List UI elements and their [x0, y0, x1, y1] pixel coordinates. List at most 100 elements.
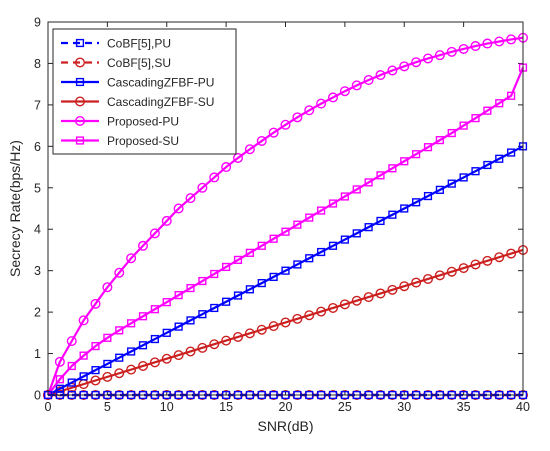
axes: 0 5 10 15 20 25 30 35 40 0 1 2 3 4 5 6 7 8 9: [34, 16, 530, 415]
data-point: [292, 112, 303, 123]
data-point: [494, 252, 505, 263]
data-point: [103, 359, 112, 369]
data-point: [446, 266, 457, 277]
data-point: [174, 322, 183, 331]
data-point: [339, 86, 350, 97]
legend-swatch-marker: [74, 96, 85, 107]
data-point: [79, 372, 88, 381]
data-point: [126, 364, 137, 375]
data-point: [471, 167, 480, 176]
y-tick-label: 9: [34, 16, 41, 30]
data-point: [186, 283, 195, 293]
legend-entry: CascadingZFBF-SU: [61, 95, 214, 109]
data-point: [292, 313, 303, 324]
data-point: [174, 291, 183, 300]
data-point: [257, 241, 266, 250]
data-point: [186, 316, 195, 325]
data-point: [150, 305, 159, 314]
data-point: [197, 342, 208, 353]
data-point: [352, 185, 361, 194]
data-point: [423, 53, 434, 64]
x-tick-label: 20: [279, 400, 293, 414]
data-point: [210, 303, 219, 313]
data-point: [351, 80, 362, 91]
data-point: [447, 128, 456, 138]
data-point: [305, 213, 314, 222]
legend-entry: Proposed-SU: [61, 134, 179, 148]
x-tick-label: 0: [45, 400, 52, 414]
data-point: [293, 260, 302, 269]
data-point: [434, 50, 445, 61]
data-point: [340, 235, 349, 244]
legend-entry: Proposed-PU: [61, 114, 179, 128]
legend-swatch-marker: [74, 57, 85, 68]
data-point: [317, 206, 326, 215]
data-point: [244, 328, 255, 339]
data-point: [375, 70, 386, 81]
data-point: [66, 336, 77, 347]
data-point: [470, 41, 481, 52]
x-tick-label: 15: [219, 400, 233, 414]
data-point: [399, 61, 410, 72]
data-point: [458, 43, 469, 54]
data-point: [114, 267, 125, 278]
data-point: [162, 328, 171, 337]
data-point: [412, 150, 421, 159]
data-point: [115, 326, 124, 335]
data-point: [435, 185, 444, 194]
series-5: [43, 63, 528, 400]
data-point: [483, 106, 492, 115]
data-point: [352, 229, 361, 238]
y-tick-label: 6: [34, 140, 41, 154]
data-point: [232, 152, 243, 163]
data-point: [494, 36, 505, 47]
data-point: [138, 312, 148, 321]
data-point: [482, 38, 493, 49]
x-axis-label: SNR(dB): [257, 418, 313, 434]
data-point: [137, 240, 148, 251]
data-point: [281, 227, 290, 236]
data-point: [363, 292, 374, 303]
data-point: [79, 351, 88, 360]
data-point: [411, 57, 422, 68]
data-point: [328, 302, 339, 313]
data-point: [127, 319, 136, 328]
data-point: [233, 255, 243, 264]
data-point: [316, 98, 327, 109]
legend-entry: CoBF[5],PU: [61, 36, 171, 50]
data-point: [364, 178, 373, 187]
data-point: [137, 360, 148, 371]
data-point: [400, 204, 409, 213]
legend-label: CascadingZFBF-SU: [107, 95, 214, 109]
legend-box: [52, 28, 237, 155]
data-point: [149, 228, 160, 239]
data-point: [221, 162, 232, 173]
data-point: [233, 291, 243, 300]
data-point: [269, 272, 278, 281]
data-point: [339, 299, 350, 310]
data-point: [232, 331, 243, 342]
data-point: [173, 203, 184, 214]
series-4: [43, 32, 529, 401]
data-point: [328, 199, 338, 208]
y-tick-label: 3: [34, 264, 41, 278]
data-point: [185, 193, 196, 204]
data-point: [280, 119, 291, 130]
data-point: [78, 315, 89, 326]
data-point: [376, 171, 385, 180]
data-point: [446, 46, 457, 57]
data-point: [197, 182, 208, 193]
data-point: [256, 324, 267, 335]
data-point: [161, 353, 172, 364]
y-tick-label: 5: [34, 181, 41, 195]
data-point: [328, 92, 339, 103]
data-point: [375, 288, 386, 299]
data-point: [209, 339, 220, 350]
data-point: [173, 350, 184, 361]
data-point: [412, 198, 421, 207]
legend-label: CoBF[5],PU: [107, 36, 171, 50]
data-point: [198, 310, 207, 319]
data-point: [351, 295, 362, 306]
data-point: [269, 234, 278, 243]
